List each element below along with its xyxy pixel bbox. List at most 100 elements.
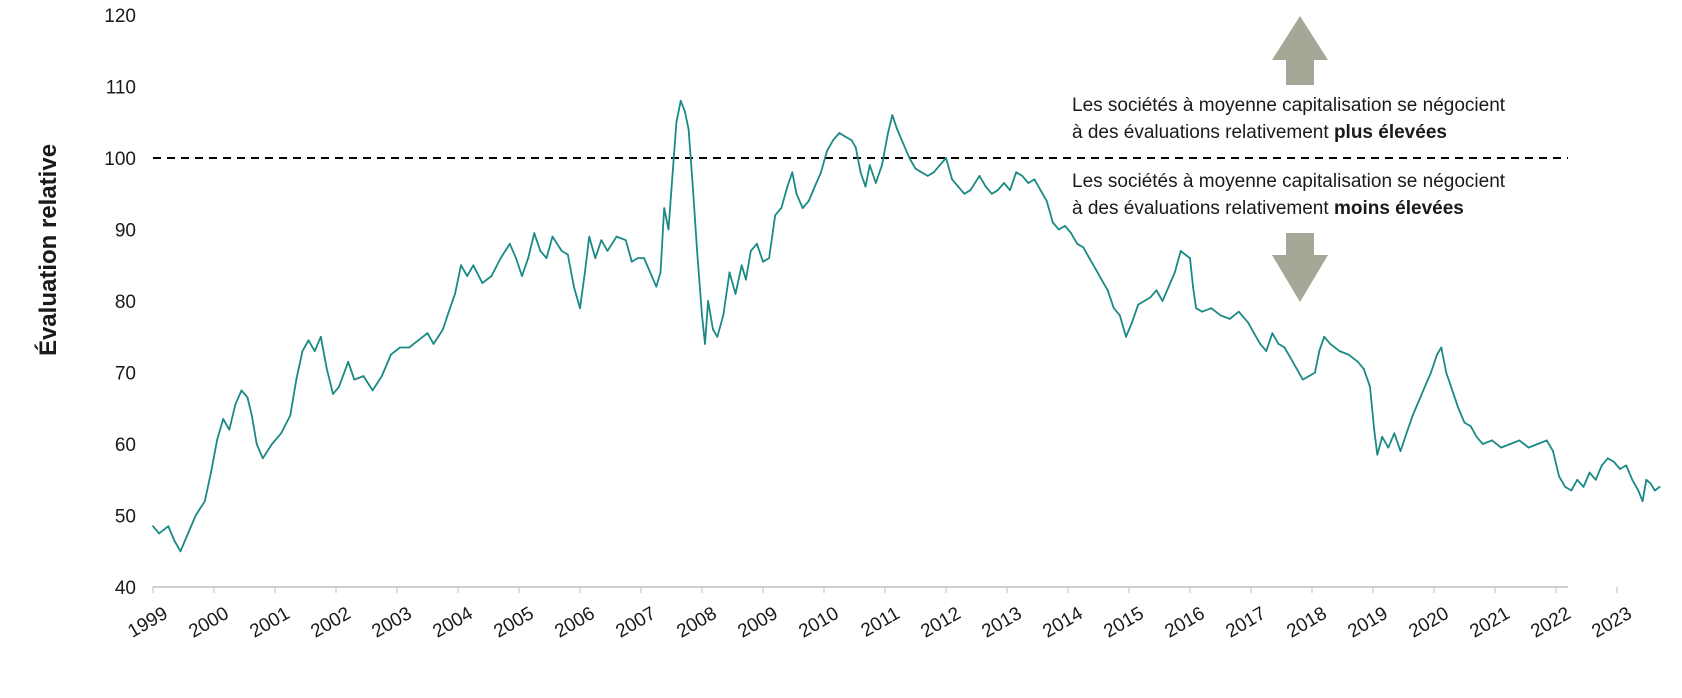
data-point [1283,346,1286,349]
data-point [1094,267,1097,270]
data-point [1509,443,1512,445]
data-point [939,164,941,167]
data-point [749,250,752,252]
data-point [807,200,810,202]
data-point [1588,471,1591,474]
data-point [795,192,798,195]
data-point [313,350,316,352]
data-point [1641,500,1644,503]
data-point [551,235,554,238]
data-point [920,171,923,174]
data-point [768,257,770,259]
data-point [1195,307,1197,310]
data-point [390,353,392,356]
data-point [588,235,591,238]
data-point [1619,468,1621,470]
data-points [152,99,1661,553]
data-point [874,182,877,184]
data-point [643,257,645,259]
data-point [914,167,917,170]
x-tick-label: 2000 [185,603,232,642]
data-point [1149,296,1152,299]
data-point [1645,478,1648,481]
y-tick-label: 80 [115,292,136,313]
data-point [338,385,340,388]
data-point [1475,436,1478,438]
data-point [1518,439,1521,442]
data-point [1491,439,1493,442]
series-line [152,99,1661,553]
x-tick-label: 2020 [1405,603,1452,642]
data-point [1329,343,1332,345]
data-point [432,343,435,345]
data-point [774,214,777,217]
data-point [246,396,249,399]
data-point [1009,189,1011,192]
data-point [1219,314,1222,317]
data-point [707,300,709,302]
data-point [1411,414,1414,417]
data-point [902,142,905,145]
data-point [594,257,597,259]
data-point [319,335,322,338]
data-point [756,242,758,245]
data-point [1625,464,1628,467]
data-point [353,378,356,381]
data-point [881,164,883,167]
data-point [158,532,161,535]
data-point [762,260,764,263]
y-axis-ticks: 40 50 60 70 80 90 100 110 120 [104,6,136,599]
annotation-above-line2: à des évaluations relativement [1072,122,1334,143]
data-point [521,275,523,277]
data-point [1653,489,1656,492]
data-point [1173,271,1176,274]
data-point [1323,335,1326,338]
data-point [951,178,953,181]
x-tick-label: 2023 [1588,603,1635,642]
data-point [850,139,853,142]
data-point [1057,228,1060,231]
y-tick-label: 100 [104,149,136,170]
data-point [1184,253,1186,256]
data-point [289,414,292,417]
data-point [606,250,609,252]
data-point [1070,232,1072,235]
data-point [1027,182,1030,184]
x-tick-label: 2022 [1527,603,1574,642]
data-point [826,150,828,152]
annotation-above: Les sociétés à moyenne capitalisation se… [1072,92,1672,146]
data-point [179,550,182,553]
y-tick-label: 60 [115,435,136,456]
arrow-up-icon [1272,16,1328,85]
data-point [1649,482,1652,485]
data-point [659,271,662,274]
data-point [240,389,243,392]
data-point [1481,443,1484,445]
data-point [167,525,170,528]
data-point [813,185,816,188]
data-point [671,171,674,174]
data-point [832,139,835,142]
data-point [1545,439,1548,442]
data-point [963,192,966,195]
data-point [984,185,987,188]
x-tick-label: 2004 [429,603,476,643]
data-point [408,346,411,349]
data-point [234,403,237,406]
y-tick-label: 70 [115,364,136,385]
x-tick-label: 2017 [1222,603,1269,642]
annotation-below-bold: moins élevées [1333,198,1464,219]
x-tick-label: 2006 [551,603,598,642]
data-point [1381,436,1384,438]
data-point [1430,371,1432,374]
data-point [1469,425,1472,427]
data-point [1201,310,1204,313]
annotation-below: Les sociétés à moyenne capitalisation se… [1072,168,1672,222]
x-tick-label: 1999 [124,603,171,642]
data-point [271,443,273,445]
data-point [185,536,188,538]
data-point [1600,464,1603,467]
y-tick-label: 90 [115,221,136,242]
data-point [932,171,935,174]
data-point [1582,486,1585,488]
